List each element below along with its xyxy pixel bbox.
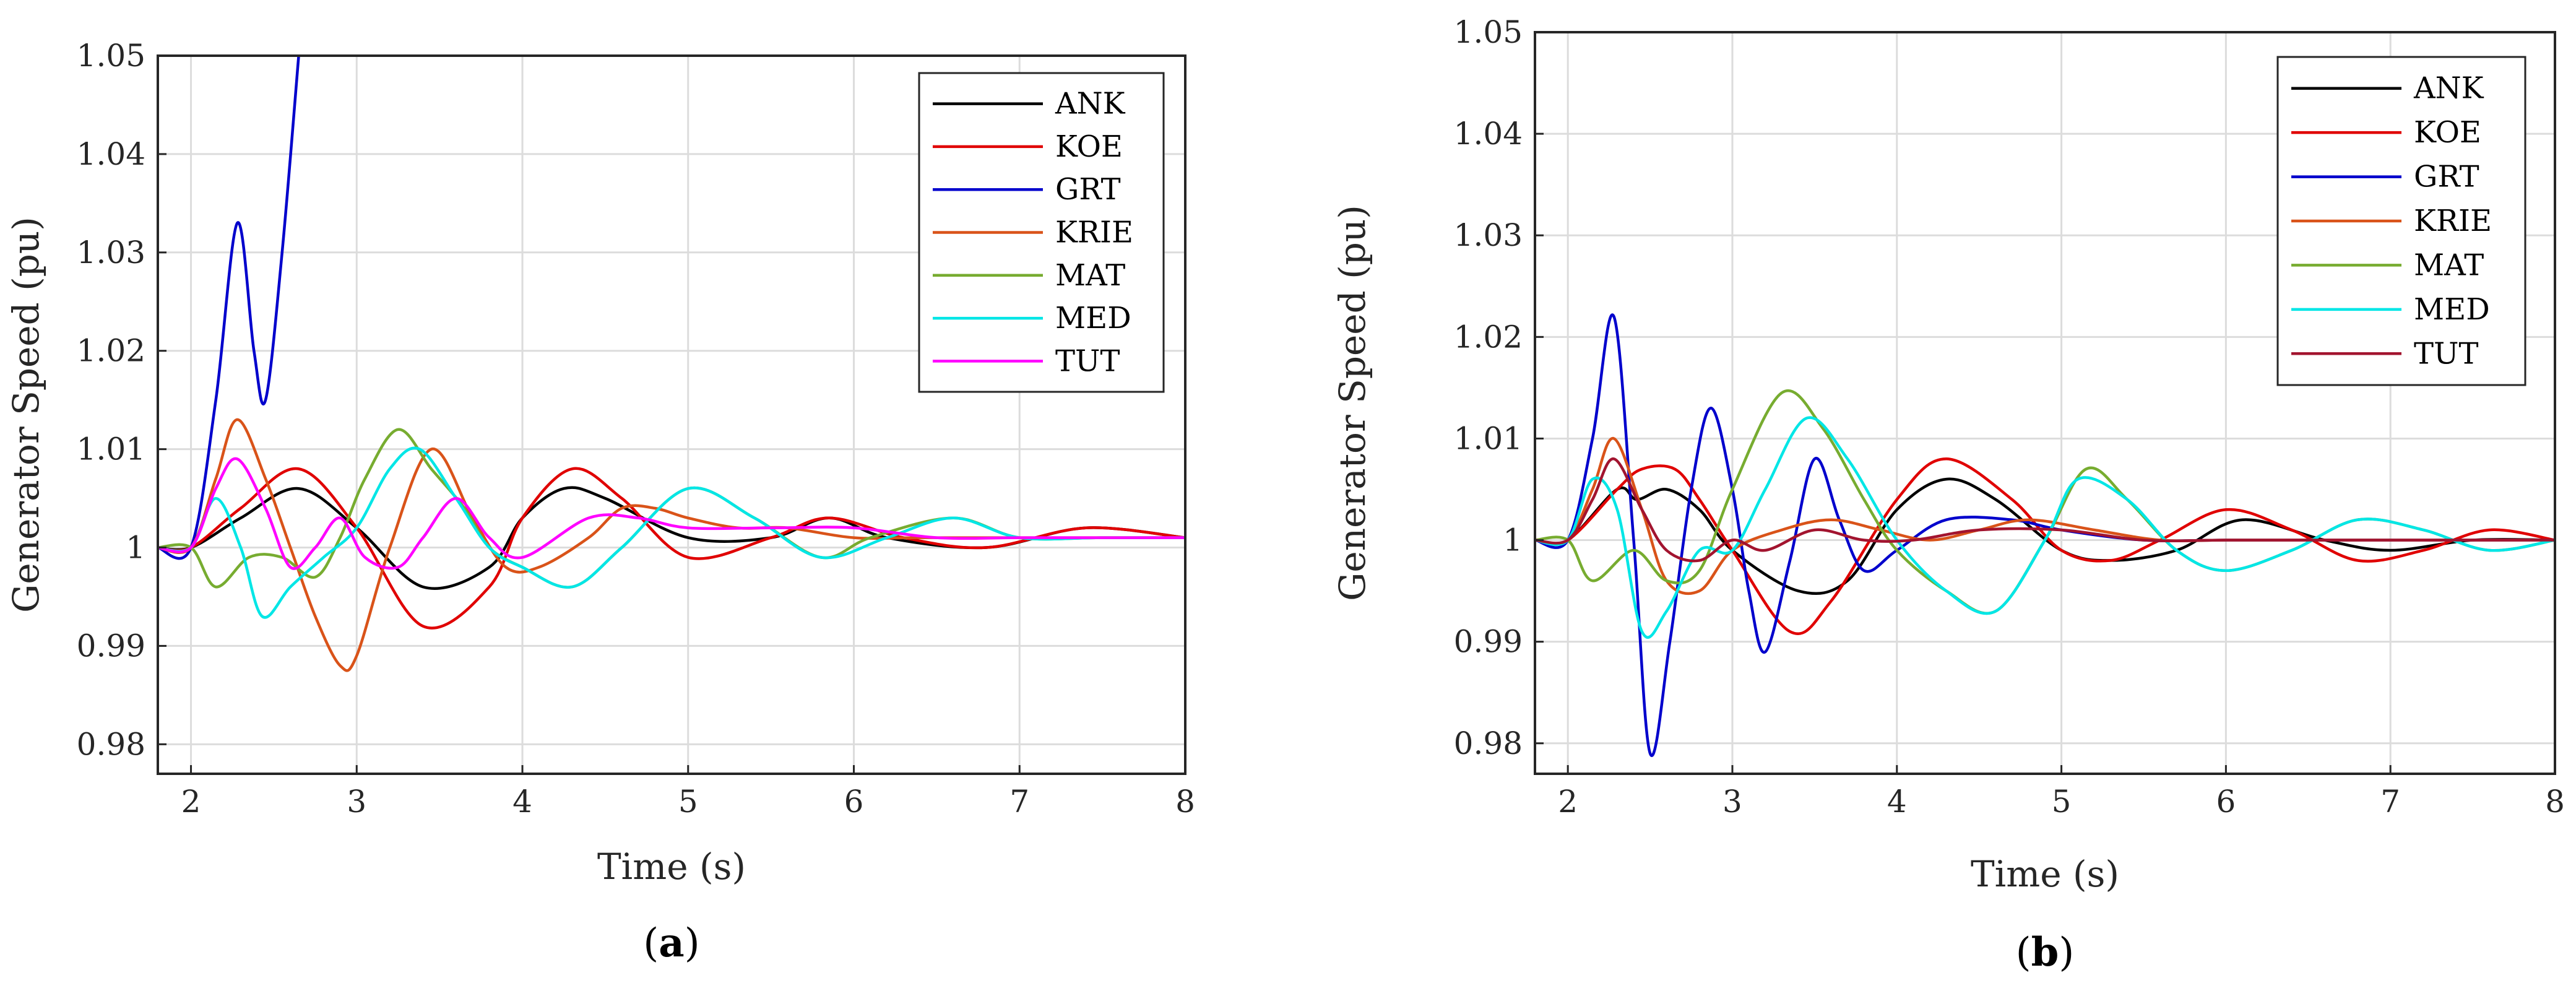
- legend-label-tut: TUT: [1055, 344, 1120, 378]
- series-line-tut: [158, 457, 1185, 570]
- legend: ANK KOE GRT KRIE MAT MED TUT: [918, 72, 1165, 393]
- x-tick-label: 5: [2052, 784, 2072, 820]
- legend-label-mat: MAT: [1055, 258, 1125, 293]
- y-tick-label: 1.05: [77, 38, 145, 74]
- y-axis-label: Generator Speed (pu): [5, 217, 47, 613]
- y-tick-label: 1.01: [77, 431, 145, 467]
- legend-label-koe: KOE: [2414, 115, 2481, 150]
- y-tick-label: 1.02: [77, 333, 145, 369]
- x-tick-label: 4: [512, 784, 532, 820]
- legend-label-grt: GRT: [1055, 172, 1121, 207]
- y-tick-label: 1.05: [1454, 14, 1523, 50]
- y-tick-label: 1.01: [1454, 420, 1523, 456]
- x-tick-label: 3: [347, 784, 366, 820]
- series-group: [158, 56, 1185, 672]
- legend-label-ank: ANK: [2413, 71, 2484, 106]
- subfigure-caption: (b): [2016, 929, 2075, 976]
- y-tick-label: 1.02: [1454, 319, 1523, 355]
- axes-frame: [157, 54, 1186, 775]
- x-tick-label: 6: [2216, 784, 2236, 820]
- y-axis-label: Generator Speed (pu): [1331, 205, 1373, 601]
- y-tick-label: 1.04: [1454, 116, 1523, 152]
- series-line-tut: [1535, 457, 2555, 563]
- y-tick-label: 0.98: [1454, 725, 1523, 761]
- y-tick-label: 1: [126, 530, 145, 566]
- x-tick-label: 8: [2545, 784, 2565, 820]
- legend-label-tut: TUT: [2414, 336, 2478, 371]
- y-tick-label: 0.98: [77, 726, 145, 762]
- legend-label-med: MED: [1055, 301, 1131, 336]
- series-line-grt: [158, 56, 300, 560]
- chart-a: 2 3 4 5 6 7 8 0.98 0.99 1 1.01 1.02 1.03 1.04 1.05 Time…: [5, 38, 1195, 966]
- x-tick-label: 5: [678, 784, 698, 820]
- legend-label-koe: KOE: [1055, 129, 1123, 164]
- x-axis-label: Time (s): [1971, 853, 2119, 895]
- x-tick-label: 7: [2380, 784, 2400, 820]
- subfigure-caption: (a): [643, 920, 699, 966]
- legend-label-ank: ANK: [1055, 87, 1126, 121]
- series-line-koe: [1535, 457, 2555, 636]
- legend: ANK KOE GRT KRIE MAT MED TUT: [2276, 56, 2526, 386]
- y-tick-label: 1.03: [1454, 217, 1523, 253]
- legend-label-grt: GRT: [2414, 160, 2479, 194]
- legend-label-krie: KRIE: [2414, 204, 2492, 238]
- x-tick-label: 7: [1009, 784, 1029, 820]
- x-tick-label: 4: [1887, 784, 1907, 820]
- axes-frame: [1534, 31, 2556, 775]
- x-tick-label: 2: [181, 784, 201, 820]
- x-axis-label: Time (s): [597, 846, 746, 888]
- legend-label-mat: MAT: [2414, 248, 2484, 282]
- x-tick-label: 6: [844, 784, 864, 820]
- y-tick-label: 1.04: [77, 136, 145, 172]
- y-tick-label: 1.03: [77, 235, 145, 271]
- x-tick-label: 2: [1558, 784, 1578, 820]
- y-tick-label: 1: [1503, 522, 1523, 558]
- legend-label-med: MED: [2414, 292, 2490, 327]
- y-tick-label: 0.99: [1454, 624, 1523, 660]
- x-tick-label: 8: [1175, 784, 1195, 820]
- y-tick-label: 0.99: [77, 628, 145, 664]
- series-line-koe: [158, 467, 1185, 630]
- legend-label-krie: KRIE: [1055, 215, 1133, 250]
- series-line-med: [1535, 416, 2555, 639]
- series-line-med: [158, 446, 1185, 619]
- x-tick-label: 3: [1722, 784, 1742, 820]
- chart-b: 2 3 4 5 6 7 8 0.98 0.99 1 1.01 1.02 1.03 1.04 1.05 Time…: [1331, 14, 2565, 976]
- series-group: [1535, 313, 2555, 757]
